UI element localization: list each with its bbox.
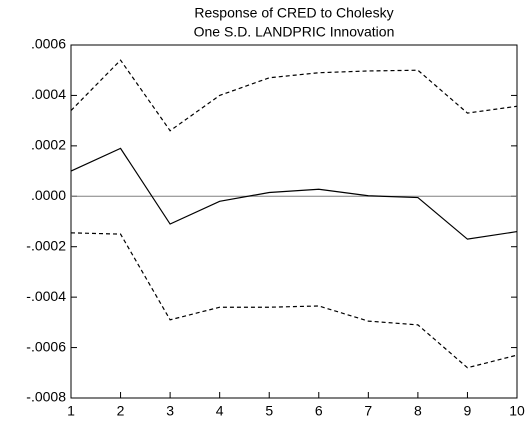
x-tick-label: 1 [67,403,75,419]
series-line [70,147,518,240]
x-tick-label: 6 [315,403,323,419]
x-tick-label: 3 [166,403,174,419]
series-line [70,59,518,132]
x-tick-label: 4 [216,403,224,419]
y-tick-label: .0004 [31,86,66,102]
series-line [70,232,518,369]
x-tick-label: 8 [414,403,422,419]
y-tick-label: -.0002 [26,237,66,253]
chart-title: Response of CRED to Cholesky [194,5,393,21]
x-tick-label: 5 [265,403,273,419]
y-tick-label: -.0006 [26,338,66,354]
y-tick-label: .0006 [31,36,66,52]
chart-title: One S.D. LANDPRIC Innovation [194,24,395,40]
x-tick-label: 7 [364,403,372,419]
y-tick-label: .0000 [31,187,66,203]
x-tick-label: 9 [464,403,472,419]
x-tick-label: 10 [509,403,525,419]
y-tick-label: .0002 [31,137,66,153]
plot-frame [70,44,518,399]
x-tick-label: 2 [117,403,125,419]
y-tick-label: -.0008 [26,389,66,405]
y-tick-label: -.0004 [26,288,66,304]
